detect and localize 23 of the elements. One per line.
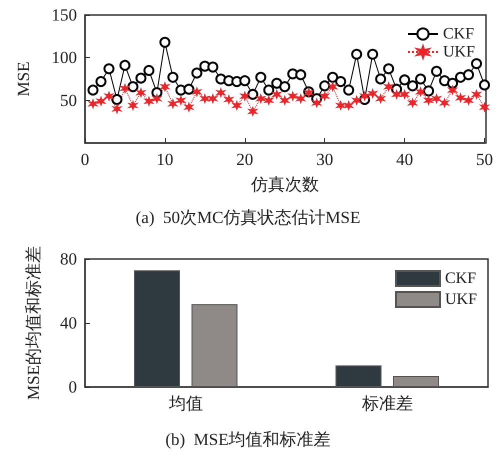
x-tick-label: 50: [476, 150, 493, 169]
y-tick-label: 40: [60, 314, 77, 332]
y-axis-title: MSE的均值和标准差: [24, 246, 43, 400]
text: (b) MSE均值和标准差: [165, 430, 331, 449]
x-tick-label: 标准差: [360, 394, 413, 413]
y-tick-label: 100: [52, 48, 77, 68]
x-tick-label: 30: [316, 150, 334, 169]
x-tick-label: 10: [156, 150, 174, 169]
legend-label: CKF: [444, 270, 476, 287]
legend-label: UKF: [444, 291, 478, 308]
y-tick-label: 150: [52, 6, 77, 24]
legend-label: CKF: [442, 26, 474, 42]
y-tick-label: 50: [60, 90, 77, 110]
x-axis-title: 仿真次数: [250, 175, 319, 194]
y-axis-title: MSE: [14, 62, 33, 96]
x-tick-label: 40: [396, 150, 414, 169]
x-tick-label: 均值: [168, 394, 203, 413]
x-tick-label: 20: [236, 150, 254, 169]
y-tick-label: 0: [68, 378, 77, 396]
x-tick-label: 0: [80, 150, 90, 169]
legend-label: UKF: [442, 44, 476, 60]
y-tick-label: 80: [60, 250, 77, 268]
text: (a) 50次MC仿真状态估计MSE: [136, 208, 360, 227]
